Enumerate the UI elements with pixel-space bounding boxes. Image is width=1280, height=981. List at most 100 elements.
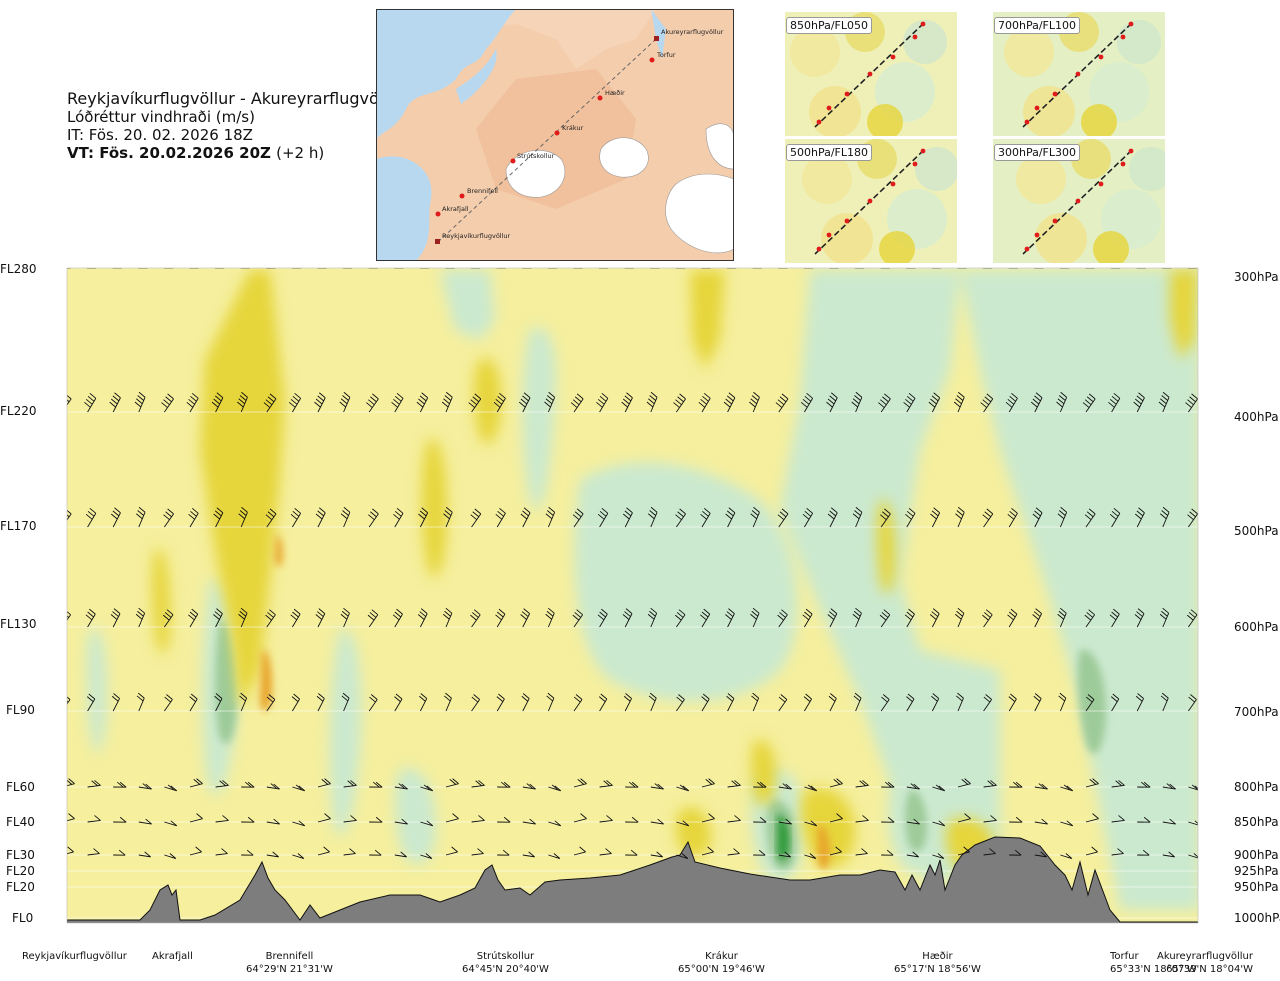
- pressure-label-300: 300hPa: [1234, 270, 1279, 284]
- wind-barb: [1212, 609, 1221, 627]
- wind-barb: [778, 818, 792, 825]
- wind-barb: [1137, 816, 1151, 823]
- wind-barb: [544, 391, 556, 413]
- wind-barb: [904, 608, 915, 628]
- wind-barb: [315, 507, 326, 528]
- wind-barb: [852, 506, 863, 528]
- wind-barb: [1057, 506, 1068, 528]
- wind-barb: [87, 815, 101, 823]
- wind-barb: [445, 813, 459, 823]
- wind-barb: [955, 692, 964, 712]
- wind-barb: [727, 780, 741, 788]
- wind-barb: [622, 608, 633, 628]
- wind-barb: [701, 778, 715, 788]
- wind-barb: [86, 693, 96, 712]
- minimap-850hpa[interactable]: 850hPa/FL050: [785, 12, 957, 136]
- wind-barb: [753, 816, 767, 823]
- wind-barb: [85, 608, 96, 628]
- wind-barb: [725, 608, 735, 628]
- minimap-500hpa[interactable]: 500hPa/FL180: [785, 139, 957, 263]
- wind-barb: [214, 268, 225, 269]
- wind-barb: [522, 818, 536, 825]
- wind-barb: [189, 693, 198, 712]
- map-label-brennifell: Brennifell: [467, 187, 498, 195]
- wind-barb: [881, 781, 895, 788]
- wind-barb: [215, 780, 229, 788]
- wind-barb: [546, 692, 555, 712]
- wind-barb: [906, 693, 915, 712]
- wind-barb: [263, 393, 277, 413]
- wind-barb: [314, 392, 326, 413]
- wind-barb: [597, 608, 608, 628]
- wind-barb: [700, 608, 711, 628]
- wind-barb: [164, 694, 173, 712]
- wind-barb: [573, 778, 587, 788]
- wind-barb: [496, 268, 506, 269]
- wind-barb: [1162, 851, 1175, 858]
- pressure-label-925: 925hPa: [1234, 864, 1279, 878]
- wind-barb: [826, 392, 838, 413]
- wind-barb: [906, 818, 920, 825]
- wind-barb: [420, 853, 433, 859]
- minimap-label: 700hPa/FL100: [994, 17, 1081, 34]
- wind-barb: [84, 392, 97, 413]
- wind-barb: [675, 268, 686, 269]
- wind-barb: [1059, 268, 1070, 269]
- pressure-label-600: 600hPa: [1234, 620, 1279, 634]
- map-label-reykjavik: Reykjavíkurflugvöllur: [442, 232, 511, 240]
- wind-barb: [1034, 851, 1047, 858]
- wind-barb: [906, 851, 919, 858]
- wind-barb: [880, 268, 890, 269]
- wind-barb: [674, 609, 686, 628]
- wind-barb: [1134, 507, 1145, 528]
- level-label-fl60: FL60: [6, 780, 35, 794]
- wind-barb: [880, 694, 890, 712]
- wind-barb: [726, 693, 735, 712]
- wind-barb: [134, 391, 146, 413]
- wind-barb: [266, 851, 279, 858]
- wind-barb: [1111, 848, 1124, 856]
- wind-barb: [1060, 784, 1074, 792]
- wind-barb: [420, 820, 434, 827]
- wind-barb: [723, 392, 736, 413]
- wind-barb: [1137, 781, 1151, 788]
- minimap-300hpa[interactable]: 300hPa/FL300: [993, 139, 1165, 263]
- wind-barb: [189, 778, 203, 788]
- wind-barb: [931, 693, 940, 712]
- wind-barb: [929, 608, 940, 628]
- wind-barb: [110, 608, 121, 628]
- wind-barb: [394, 693, 403, 712]
- minimap-700hpa[interactable]: 700hPa/FL100: [993, 12, 1165, 136]
- map-point-akrafjall: [435, 211, 441, 217]
- wind-barb: [470, 268, 481, 269]
- wind-barb: [442, 607, 453, 628]
- wind-barb: [855, 848, 868, 856]
- wind-barb: [573, 813, 587, 823]
- wind-barb: [803, 693, 812, 712]
- wind-barb: [520, 608, 531, 628]
- wind-barb: [67, 611, 71, 621]
- wind-barb: [802, 608, 813, 628]
- wind-barb: [749, 391, 760, 413]
- wind-barb: [315, 608, 326, 628]
- wind-barb: [698, 392, 711, 413]
- wind-barb: [368, 694, 378, 712]
- wind-barb: [1162, 268, 1172, 269]
- pressure-label-500: 500hPa: [1234, 524, 1279, 538]
- wind-barb: [1135, 693, 1144, 712]
- wind-barb: [1158, 391, 1170, 413]
- pressure-label-400: 400hPa: [1234, 410, 1279, 424]
- wind-barb: [468, 393, 482, 413]
- wind-barb: [1085, 846, 1098, 856]
- title-block: Reykjavíkurflugvöllur - Akureyrarflugvöl…: [67, 90, 404, 163]
- wind-barb: [394, 818, 408, 825]
- wind-barb: [598, 693, 608, 712]
- wind-barb: [1108, 392, 1121, 413]
- wind-barb: [163, 508, 174, 528]
- wind-barb: [522, 851, 535, 858]
- wind-barb: [188, 608, 199, 628]
- wind-barb: [213, 608, 223, 628]
- wind-barb: [343, 848, 356, 856]
- wind-barb: [880, 508, 891, 528]
- wind-barb: [340, 506, 351, 528]
